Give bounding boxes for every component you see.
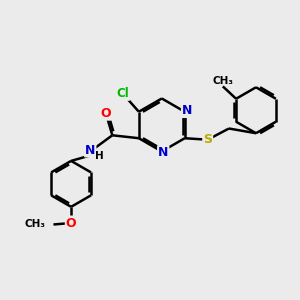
Text: N: N [158,146,168,159]
Text: CH₃: CH₃ [24,220,45,230]
Text: N: N [182,104,192,117]
Text: N: N [85,143,95,157]
Text: S: S [203,133,212,146]
Text: H: H [95,151,104,161]
Text: CH₃: CH₃ [212,76,233,86]
Text: O: O [100,107,111,120]
Text: O: O [66,217,76,230]
Text: Cl: Cl [116,87,129,100]
